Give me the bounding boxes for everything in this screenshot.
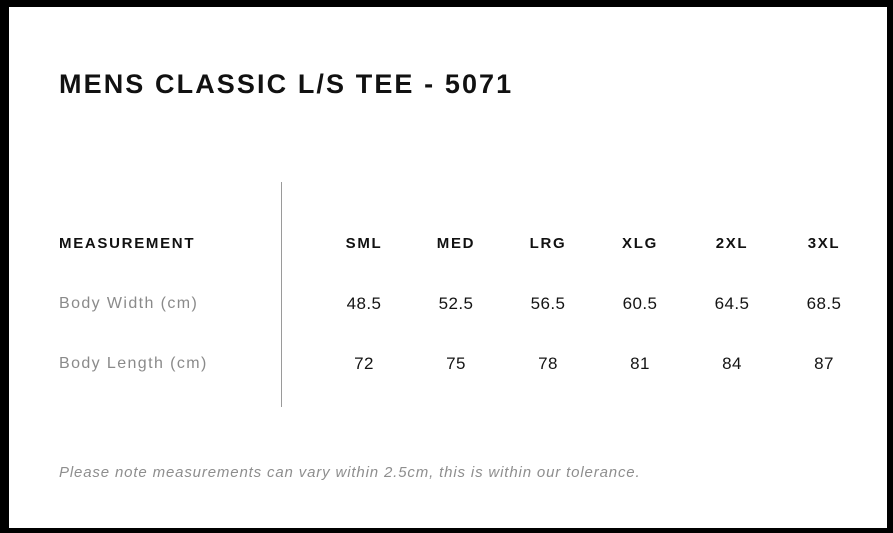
cell-body-length-2xl: 84	[722, 354, 742, 373]
row-label-body-length: Body Length (cm)	[59, 355, 208, 372]
cell-body-length-sml: 72	[354, 354, 374, 373]
cell-body-width-sml: 48.5	[346, 294, 382, 313]
column-header-lrg: LRG	[529, 235, 567, 252]
cell-body-width-lrg: 56.5	[530, 294, 566, 313]
cell-body-width-3xl: 68.5	[806, 294, 842, 313]
row-label-body-width: Body Width (cm)	[59, 295, 199, 312]
column-header-sml: SML	[345, 235, 383, 252]
cell-body-width-xlg: 60.5	[622, 294, 658, 313]
table-row: Body Width (cm) 48.5 52.5 56.5 60.5 64.5…	[9, 291, 887, 317]
column-header-measurement: MEASUREMENT	[59, 235, 196, 252]
column-header-med: MED	[436, 235, 476, 252]
cell-body-width-2xl: 64.5	[714, 294, 750, 313]
column-header-2xl: 2XL	[715, 235, 749, 252]
cell-body-length-3xl: 87	[814, 354, 834, 373]
table-column-divider	[281, 182, 282, 407]
cell-body-length-med: 75	[446, 354, 466, 373]
page-title: MENS CLASSIC L/S TEE - 5071	[59, 69, 514, 99]
cell-body-length-xlg: 81	[630, 354, 650, 373]
cell-body-width-med: 52.5	[438, 294, 474, 313]
tolerance-note: Please note measurements can vary within…	[59, 464, 641, 481]
column-header-3xl: 3XL	[807, 235, 841, 252]
cell-body-length-lrg: 78	[538, 354, 558, 373]
table-header-row: MEASUREMENT SML MED LRG XLG 2XL 3XL	[9, 231, 887, 257]
size-chart-card: MENS CLASSIC L/S TEE - 5071 MEASUREMENT …	[9, 7, 887, 528]
size-chart-table: MEASUREMENT SML MED LRG XLG 2XL 3XL Body…	[9, 7, 887, 528]
table-row: Body Length (cm) 72 75 78 81 84 87	[9, 351, 887, 377]
column-header-xlg: XLG	[622, 235, 658, 252]
